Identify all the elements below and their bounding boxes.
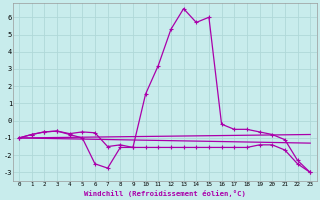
X-axis label: Windchill (Refroidissement éolien,°C): Windchill (Refroidissement éolien,°C): [84, 190, 245, 197]
